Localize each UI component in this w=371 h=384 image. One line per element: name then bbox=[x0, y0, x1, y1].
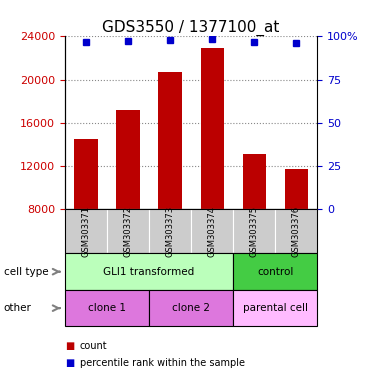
Text: clone 2: clone 2 bbox=[172, 303, 210, 313]
Text: parental cell: parental cell bbox=[243, 303, 308, 313]
Text: ■: ■ bbox=[65, 341, 74, 351]
Text: GSM303375: GSM303375 bbox=[250, 206, 259, 257]
Text: GSM303371: GSM303371 bbox=[82, 206, 91, 257]
Bar bbox=[285, 169, 308, 209]
Text: control: control bbox=[257, 266, 293, 277]
Bar bbox=[158, 72, 181, 209]
Bar bbox=[243, 154, 266, 209]
Text: count: count bbox=[80, 341, 107, 351]
Text: percentile rank within the sample: percentile rank within the sample bbox=[80, 358, 245, 368]
Text: cell type: cell type bbox=[4, 266, 48, 277]
Text: other: other bbox=[4, 303, 32, 313]
Text: GLI1 transformed: GLI1 transformed bbox=[104, 266, 195, 277]
Bar bbox=[200, 48, 224, 209]
Text: GSM303372: GSM303372 bbox=[124, 206, 132, 257]
Text: clone 1: clone 1 bbox=[88, 303, 126, 313]
Title: GDS3550 / 1377100_at: GDS3550 / 1377100_at bbox=[102, 20, 280, 36]
Text: ■: ■ bbox=[65, 358, 74, 368]
Text: GSM303374: GSM303374 bbox=[208, 206, 217, 257]
Text: GSM303373: GSM303373 bbox=[165, 206, 174, 257]
Bar bbox=[74, 139, 98, 209]
Text: GSM303376: GSM303376 bbox=[292, 206, 301, 257]
Bar bbox=[116, 110, 139, 209]
